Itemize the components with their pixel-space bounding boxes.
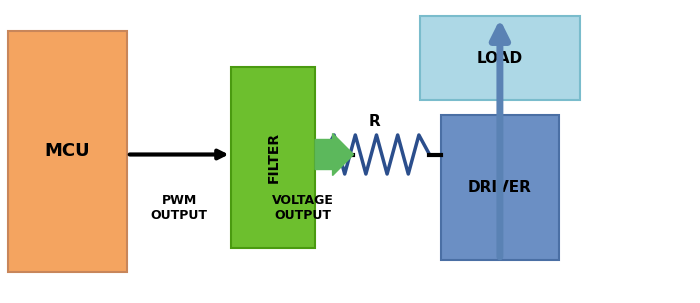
FancyBboxPatch shape — [420, 16, 580, 101]
Text: PWM
OUTPUT: PWM OUTPUT — [150, 194, 208, 221]
FancyBboxPatch shape — [440, 115, 559, 260]
FancyBboxPatch shape — [232, 68, 315, 248]
Text: VOLTAGE
OUTPUT: VOLTAGE OUTPUT — [272, 194, 333, 221]
Text: DRIVER: DRIVER — [468, 180, 532, 195]
Text: R: R — [368, 114, 380, 129]
Text: FILTER: FILTER — [266, 132, 280, 183]
Text: MCU: MCU — [45, 142, 90, 161]
Text: LOAD: LOAD — [477, 51, 523, 66]
FancyBboxPatch shape — [8, 32, 127, 271]
FancyArrow shape — [315, 134, 354, 175]
